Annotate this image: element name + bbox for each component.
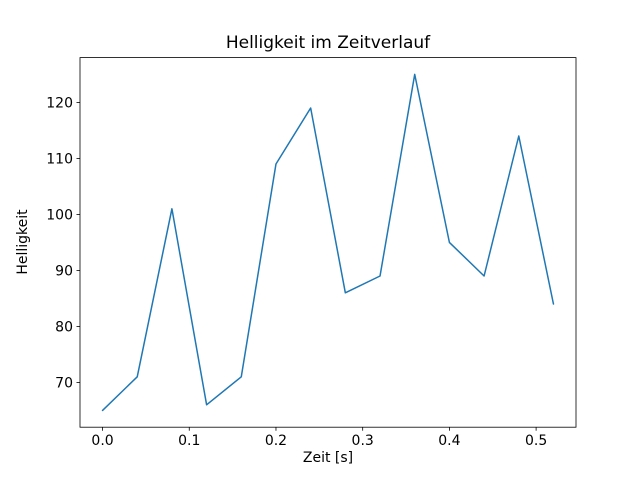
x-tick-label: 0.1 xyxy=(178,433,200,449)
x-tick-label: 0.2 xyxy=(265,433,287,449)
line-series xyxy=(101,73,555,412)
y-axis-label: Helligkeit xyxy=(15,209,31,275)
x-tick-label: 0.3 xyxy=(352,433,374,449)
x-tick-label: 0.5 xyxy=(525,433,547,449)
y-tick-label: 100 xyxy=(46,207,73,223)
y-tick-label: 70 xyxy=(55,375,73,391)
x-tick-label: 0.0 xyxy=(91,433,113,449)
y-tick-label: 80 xyxy=(55,319,73,335)
y-tick-label: 120 xyxy=(46,95,73,111)
plot-area: 0.0 0.1 0.2 0.3 0.4 0.5 70 80 90 100 110 120 xyxy=(46,57,577,449)
y-tick-label: 110 xyxy=(46,151,73,167)
x-axis-label: Zeit [s] xyxy=(303,450,353,466)
axes-frame xyxy=(79,57,577,428)
chart-title: Helligkeit im Zeitverlauf xyxy=(226,33,431,53)
x-tick-label: 0.4 xyxy=(438,433,460,449)
y-tick-label: 90 xyxy=(55,263,73,279)
